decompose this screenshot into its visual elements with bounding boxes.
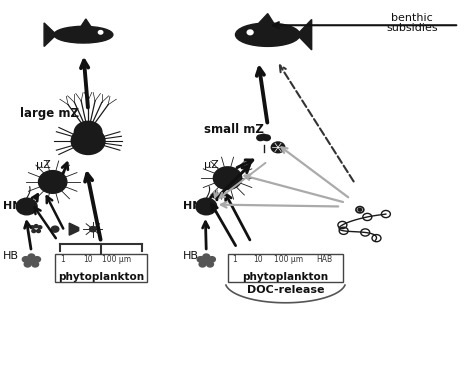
Text: μZ: μZ bbox=[204, 160, 219, 170]
Circle shape bbox=[207, 262, 213, 267]
Text: small mZ: small mZ bbox=[204, 122, 264, 136]
Circle shape bbox=[28, 254, 35, 260]
Circle shape bbox=[71, 127, 105, 155]
Circle shape bbox=[24, 262, 31, 267]
Text: 100 μm: 100 μm bbox=[274, 255, 303, 265]
Text: 1: 1 bbox=[232, 255, 237, 265]
Text: HAB: HAB bbox=[316, 255, 332, 265]
Text: benthic: benthic bbox=[391, 13, 433, 23]
FancyBboxPatch shape bbox=[228, 254, 343, 282]
Circle shape bbox=[74, 121, 102, 143]
Circle shape bbox=[358, 208, 362, 211]
Text: subsidies: subsidies bbox=[386, 23, 438, 33]
Circle shape bbox=[197, 257, 204, 262]
Circle shape bbox=[257, 135, 264, 141]
Circle shape bbox=[30, 226, 34, 229]
Circle shape bbox=[213, 167, 242, 190]
Circle shape bbox=[22, 257, 29, 262]
Circle shape bbox=[203, 254, 210, 260]
Circle shape bbox=[209, 257, 215, 262]
Circle shape bbox=[32, 230, 36, 233]
Circle shape bbox=[28, 258, 35, 264]
Circle shape bbox=[203, 258, 210, 264]
Polygon shape bbox=[69, 223, 79, 235]
Circle shape bbox=[16, 198, 37, 215]
Circle shape bbox=[51, 226, 59, 232]
Text: μZ: μZ bbox=[36, 160, 51, 170]
Text: phytoplankton: phytoplankton bbox=[242, 273, 328, 282]
Circle shape bbox=[34, 225, 38, 228]
Polygon shape bbox=[297, 19, 312, 50]
Circle shape bbox=[260, 134, 267, 140]
Circle shape bbox=[36, 230, 40, 233]
Polygon shape bbox=[259, 14, 273, 23]
Circle shape bbox=[196, 198, 217, 215]
Circle shape bbox=[199, 262, 206, 267]
Ellipse shape bbox=[236, 23, 300, 46]
Circle shape bbox=[38, 171, 67, 193]
Circle shape bbox=[90, 227, 96, 232]
Circle shape bbox=[99, 31, 103, 34]
Ellipse shape bbox=[54, 26, 113, 43]
Polygon shape bbox=[81, 19, 91, 27]
Circle shape bbox=[38, 226, 42, 229]
Text: 100 μm: 100 μm bbox=[102, 255, 131, 265]
FancyBboxPatch shape bbox=[55, 254, 147, 282]
Text: HNF: HNF bbox=[182, 202, 209, 211]
Circle shape bbox=[271, 142, 285, 153]
Circle shape bbox=[263, 135, 270, 141]
Circle shape bbox=[32, 262, 38, 267]
Text: 10: 10 bbox=[254, 255, 263, 265]
Circle shape bbox=[34, 257, 40, 262]
Circle shape bbox=[247, 30, 253, 35]
Text: 1: 1 bbox=[60, 255, 64, 265]
Polygon shape bbox=[44, 23, 56, 47]
Text: HB: HB bbox=[182, 251, 199, 261]
Text: large mZ: large mZ bbox=[19, 108, 79, 121]
Text: DOC-release: DOC-release bbox=[246, 285, 324, 295]
Text: phytoplankton: phytoplankton bbox=[58, 273, 144, 282]
Text: HNF: HNF bbox=[3, 202, 29, 211]
Text: HB: HB bbox=[3, 251, 19, 261]
Text: 10: 10 bbox=[83, 255, 93, 265]
